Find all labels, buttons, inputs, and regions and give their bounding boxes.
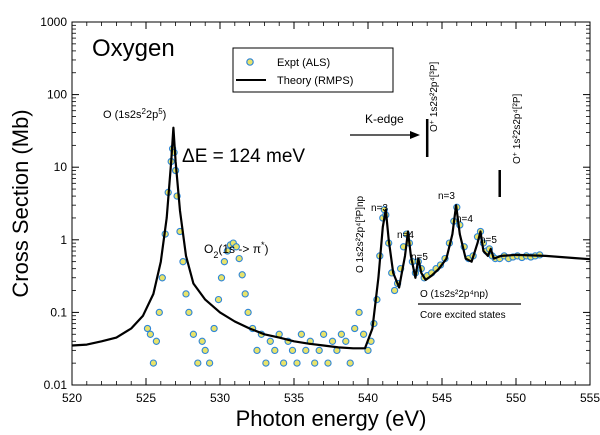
y-tick-label: 0.1 — [50, 305, 67, 319]
legend-marker-expt — [246, 58, 254, 66]
data-point-expt — [302, 346, 310, 355]
data-point-expt — [315, 346, 323, 355]
x-tick-label: 520 — [62, 391, 82, 405]
data-point-expt — [220, 258, 229, 266]
annotation-o-1s2s2p5: O (1s2s22p5) — [103, 107, 166, 122]
data-point-expt — [198, 337, 206, 345]
annotation-o2-pi-star: O2(1s -> π*) — [204, 240, 269, 260]
data-point-expt — [155, 308, 163, 317]
data-point-expt — [149, 359, 158, 367]
series-layer — [71, 126, 591, 367]
y-tick-label: 0.01 — [44, 378, 68, 392]
x-axis-title: Photon energy (eV) — [236, 406, 427, 431]
data-point-expt — [328, 337, 337, 345]
x-tick-label: 550 — [506, 391, 526, 405]
data-point-expt — [262, 359, 270, 367]
data-point-expt — [235, 254, 243, 263]
data-point-expt — [223, 247, 232, 255]
data-point-expt — [241, 290, 249, 298]
data-point-expt — [179, 258, 187, 266]
x-tick-label: 535 — [284, 391, 304, 405]
annotation-delta-e: ΔE = 124 meV — [182, 146, 305, 167]
data-point-expt — [390, 286, 399, 295]
data-point-expt — [189, 330, 198, 338]
annotation-n5-first: n=5 — [411, 252, 428, 263]
x-tick-label: 530 — [210, 391, 230, 405]
data-point-expt — [210, 324, 218, 333]
data-point-expt — [194, 359, 202, 367]
data-point-expt — [288, 346, 297, 355]
data-point-expt — [364, 346, 372, 355]
data-point-expt — [359, 330, 368, 338]
x-tick-label: 555 — [580, 391, 600, 405]
data-point-expt — [143, 324, 152, 333]
y-tick-label: 10 — [54, 160, 68, 174]
x-tick-label: 525 — [136, 391, 156, 405]
data-point-expt — [342, 337, 350, 345]
annotation-n3-second: n=3 — [438, 191, 455, 202]
y-axis-title: Cross Section (Mb) — [8, 109, 33, 297]
axes-layer: 520 525 530 535 540 545 550 555 0.01 0.1 1 10 100 100… — [40, 15, 600, 405]
series-line-theory — [71, 126, 591, 350]
data-point-expt — [266, 337, 274, 345]
data-point-expt — [232, 243, 240, 251]
annotation-o-plus-threshold-1: O+1s2s²2p⁴[³P] — [429, 61, 441, 132]
data-point-expt — [319, 330, 328, 338]
annotation-n3-first: n=3 — [371, 203, 388, 214]
data-point-expt — [271, 346, 279, 355]
annotation-k-edge: K-edge — [365, 112, 404, 126]
annotation-n4-first: n=4 — [397, 230, 414, 241]
y-tick-label: 1000 — [40, 15, 67, 29]
annotation-core-label: O (1s2s²2p⁴np) — [420, 289, 488, 300]
annotation-rydberg-series: O 1s2s²2p⁴[³P]np — [355, 195, 366, 273]
data-point-expt — [293, 359, 301, 367]
legend: Expt (ALS) Theory (RMPS) — [232, 47, 394, 93]
data-point-expt — [244, 308, 252, 317]
k-edge-arrow-head — [410, 131, 420, 139]
data-point-expt — [337, 330, 346, 338]
data-point-expt — [346, 359, 354, 367]
data-point-expt — [238, 271, 246, 279]
y-tick-label: 1 — [60, 233, 67, 247]
plot-frame — [71, 21, 591, 386]
annotation-n4-second: n=4 — [456, 214, 473, 225]
x-tick-label: 540 — [358, 391, 378, 405]
y-tick-label: 100 — [47, 88, 67, 102]
annotation-n5-second: n=5 — [480, 235, 497, 246]
data-point-expt — [201, 346, 209, 355]
data-point-expt — [351, 324, 359, 333]
legend-label-theory: Theory (RMPS) — [277, 75, 353, 87]
data-point-expt — [297, 330, 306, 338]
x-tick-label: 545 — [432, 391, 452, 405]
data-point-expt — [205, 359, 214, 367]
data-point-expt — [355, 308, 363, 317]
legend-box — [232, 47, 394, 93]
data-point-expt — [253, 346, 261, 355]
data-point-expt — [158, 274, 166, 282]
chart-title: Oxygen — [92, 35, 175, 62]
data-point-expt — [324, 359, 332, 367]
data-point-expt — [311, 359, 319, 367]
data-point-expt — [214, 295, 223, 304]
data-point-expt — [279, 359, 288, 367]
data-point-expt — [217, 274, 226, 282]
data-point-expt — [182, 290, 190, 298]
annotation-core-excited-states: Core excited states — [420, 310, 506, 321]
data-point-expt — [152, 337, 161, 345]
annotation-o-plus-threshold-2: O+1s²2s2p⁴[²P] — [512, 93, 524, 164]
data-point-expt — [185, 308, 193, 317]
data-point-expt — [146, 330, 155, 338]
legend-label-expt: Expt (ALS) — [277, 57, 330, 69]
